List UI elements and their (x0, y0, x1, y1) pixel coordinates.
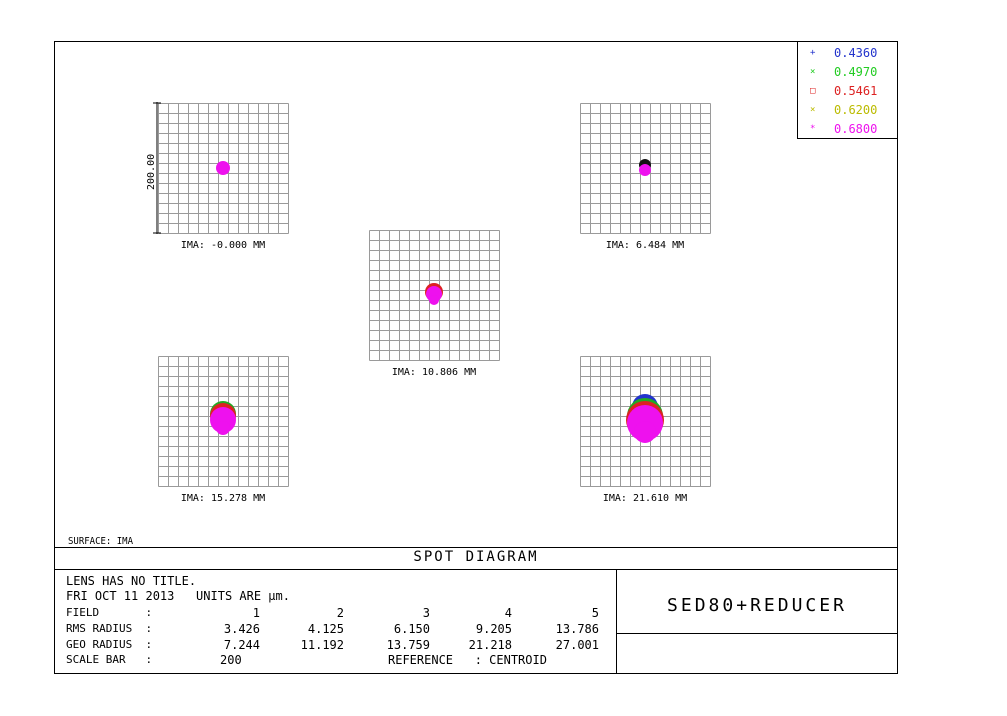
scale-label: SCALE BAR : (66, 653, 153, 666)
table-cell: 13.786 (555, 622, 599, 636)
legend-symbol: × (810, 67, 816, 77)
table-cell: 3 (422, 606, 430, 620)
table-cell: 21.218 (468, 638, 512, 652)
spot-blob (216, 421, 230, 435)
table-cell: 9.205 (475, 622, 512, 636)
table-cell: 1 (252, 606, 260, 620)
panel-label: IMA: 10.806 MM (391, 367, 477, 378)
legend-wavelength: 0.5461 (834, 84, 878, 98)
legend-wavelength: 0.4970 (834, 65, 878, 79)
table-cell: 5 (591, 606, 599, 620)
field-label: FIELD : (66, 606, 153, 619)
legend-symbol: + (810, 48, 816, 58)
table-cell: 4.125 (307, 622, 344, 636)
legend-symbol: * (810, 124, 816, 134)
spot-blob (216, 161, 230, 175)
spot-grid-3 (369, 230, 500, 361)
legend-wavelength: 0.6800 (834, 122, 878, 136)
scale-value: 200 (220, 653, 242, 667)
legend-entry: * 0.6800 (798, 122, 898, 141)
legend-entry: +0.4360 (798, 46, 898, 65)
plot-frame (54, 41, 898, 674)
spot-grid-5 (580, 356, 711, 487)
surface-label: SURFACE: IMA (68, 536, 134, 547)
spot-grid-1 (158, 103, 289, 234)
scale-bar (153, 102, 161, 234)
lens-name: SED80+REDUCER (667, 595, 847, 616)
panel-label: IMA: -0.000 MM (180, 240, 266, 251)
legend-entry: × 0.4970 (798, 65, 898, 84)
legend-symbol: × (810, 105, 816, 115)
spot-blob (639, 164, 651, 176)
diagram-title: SPOT DIAGRAM (413, 549, 539, 565)
legend-wavelength: 0.4360 (834, 46, 878, 60)
panel-label: IMA: 21.610 MM (602, 493, 688, 504)
lens-title-line: LENS HAS NO TITLE. (66, 574, 197, 588)
table-cell: 11.192 (300, 638, 344, 652)
spot-blob (429, 295, 439, 305)
legend-entry: □ 0.5461 (798, 84, 898, 103)
table-cell: 13.759 (386, 638, 430, 652)
table-cell: 3.426 (223, 622, 260, 636)
geo-label: GEO RADIUS : (66, 638, 153, 651)
table-cell: 27.001 (555, 638, 599, 652)
legend-wavelength: 0.6200 (834, 103, 878, 117)
panel-label: IMA: 6.484 MM (605, 240, 685, 251)
legend-symbol: □ (810, 86, 816, 96)
spot-grid-2 (580, 103, 711, 234)
table-cell: 2 (336, 606, 344, 620)
reference-line: REFERENCE : CENTROID (388, 653, 547, 667)
info-block: SPOT DIAGRAM LENS HAS NO TITLE. FRI OCT … (54, 547, 898, 674)
wavelength-legend: +0.4360 × 0.4970 □ 0.5461 × 0.6200 * 0.6800 (797, 42, 897, 139)
panel-label: IMA: 15.278 MM (180, 493, 266, 504)
table-cell: 6.150 (393, 622, 430, 636)
date-units-line: FRI OCT 11 2013 UNITS ARE µm. (66, 589, 290, 603)
rms-label: RMS RADIUS : (66, 622, 153, 635)
legend-entry: × 0.6200 (798, 103, 898, 122)
spot-blob (634, 421, 656, 443)
spot-grid-4 (158, 356, 289, 487)
table-cell: 7.244 (223, 638, 260, 652)
table-cell: 4 (504, 606, 512, 620)
